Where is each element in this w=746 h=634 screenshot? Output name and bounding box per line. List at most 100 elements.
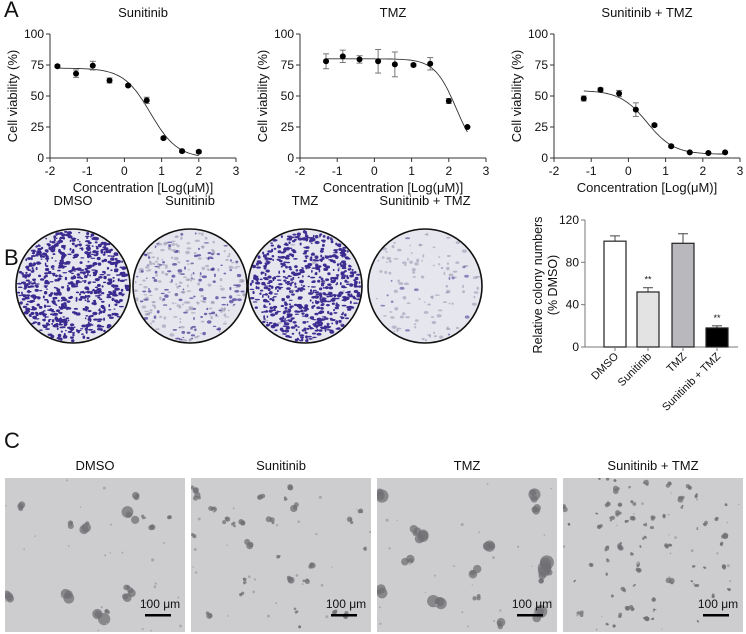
stained-colony [62,316,66,318]
stained-colony [72,333,75,337]
stained-colony [353,297,357,300]
stained-colony [82,271,86,275]
colony-cluster [628,486,631,489]
stained-colony [182,288,185,291]
stained-colony [78,241,81,243]
colony-cluster [605,478,610,481]
stained-colony [446,326,449,330]
stained-colony [307,335,312,338]
stained-colony [325,255,330,259]
y-tick-label: 25 [281,120,295,134]
stained-colony [335,242,338,246]
stained-colony [285,295,291,299]
stained-colony [153,315,157,319]
stained-colony [283,279,287,282]
debris [641,502,644,506]
stained-colony [218,309,222,312]
stained-colony [341,266,347,270]
stained-colony [286,254,290,258]
data-point [616,90,623,97]
stained-colony [310,256,313,259]
stained-colony [291,271,296,275]
colony-cluster [538,571,546,580]
stained-colony [394,306,399,311]
stained-colony [341,260,347,264]
stained-colony [323,267,329,271]
stained-colony [212,240,216,244]
debris [153,585,157,589]
stained-colony [121,293,124,297]
stained-colony [279,256,284,258]
stained-colony [406,302,411,305]
stained-colony [17,291,21,294]
stained-colony [279,317,284,321]
stained-colony [288,293,291,295]
stained-colony [148,311,153,314]
stained-colony [78,298,83,301]
stained-colony [99,290,102,293]
stained-colony [18,294,22,297]
stained-colony [183,311,188,314]
dish-rim [247,228,363,344]
stained-colony [191,278,196,281]
stained-colony [167,270,172,273]
stained-colony [239,278,245,282]
colony-cluster [609,516,613,520]
stained-colony [289,306,293,309]
stained-colony [85,330,88,334]
y-axis-label: Cell viability (%) [509,50,524,142]
colony-cluster [141,514,145,518]
stained-colony [197,257,202,260]
debris [151,558,155,562]
stained-colony [30,308,36,311]
stained-colony [473,291,479,294]
scale-bar [331,614,357,617]
stained-colony [223,313,227,317]
stained-colony [273,247,277,250]
stained-colony [319,297,322,301]
stained-colony [80,328,84,330]
stained-colony [58,239,63,243]
stained-colony [25,265,30,269]
stained-colony [319,250,324,253]
debris [467,625,470,628]
colony-cluster [576,611,581,615]
stained-colony [113,308,116,310]
colony-cluster [247,541,254,548]
stained-colony [354,276,359,280]
debris [212,509,215,513]
stained-colony [54,274,58,278]
stained-colony [176,244,180,248]
stained-colony [271,286,274,288]
stained-colony [427,303,431,306]
stained-colony [35,312,38,316]
stained-colony [346,283,350,286]
stained-colony [106,274,111,276]
stained-colony [174,293,179,297]
stained-colony [349,271,354,274]
stained-colony [297,297,302,300]
x-tick-label: -1 [332,164,343,178]
debris [548,600,552,604]
stained-colony [275,275,281,278]
stained-colony [286,325,290,330]
stained-colony [97,296,101,299]
x-tick-label: 2 [445,164,452,178]
stained-colony [319,258,323,262]
stained-colony [60,330,63,333]
stained-colony [309,238,313,240]
stained-colony [276,279,282,281]
stained-colony [252,301,258,303]
colony-cluster [296,610,299,613]
x-tick-label: 2 [699,164,706,178]
debris [499,609,502,612]
stained-colony [89,318,92,323]
colony-cluster [598,478,601,479]
stained-colony [293,303,298,307]
colony-cluster [244,581,247,584]
stained-colony [75,280,80,284]
stained-colony [39,251,42,255]
stained-colony [270,242,274,244]
stained-colony [167,245,171,250]
stained-colony [276,258,281,261]
